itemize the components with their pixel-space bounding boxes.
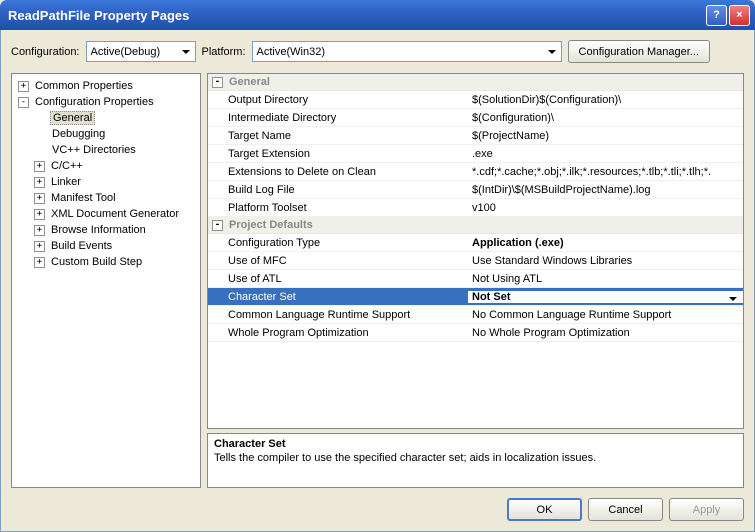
property-grid[interactable]: -General Output Directory$(SolutionDir)$… <box>207 73 744 429</box>
tree-common-properties[interactable]: +Common Properties <box>14 78 198 94</box>
description-title: Character Set <box>214 438 737 450</box>
config-manager-button[interactable]: Configuration Manager... <box>568 40 710 63</box>
help-button[interactable]: ? <box>706 5 727 26</box>
expand-icon[interactable]: + <box>34 193 45 204</box>
platform-label: Platform: <box>202 46 246 58</box>
prop-target-extension[interactable]: Target Extension.exe <box>208 145 743 163</box>
apply-button: Apply <box>669 498 744 521</box>
expand-icon[interactable]: + <box>34 161 45 172</box>
tree-ccpp[interactable]: +C/C++ <box>14 158 198 174</box>
section-general[interactable]: -General <box>208 74 743 91</box>
prop-extensions-delete[interactable]: Extensions to Delete on Clean*.cdf;*.cac… <box>208 163 743 181</box>
close-button[interactable]: × <box>729 5 750 26</box>
tree-general[interactable]: General <box>14 110 198 126</box>
window-title: ReadPathFile Property Pages <box>5 8 704 23</box>
platform-combo[interactable]: Active(Win32) <box>252 41 562 62</box>
prop-config-type[interactable]: Configuration TypeApplication (.exe) <box>208 234 743 252</box>
ok-button[interactable]: OK <box>507 498 582 521</box>
expand-icon[interactable]: + <box>34 225 45 236</box>
config-row: Configuration: Active(Debug) Platform: A… <box>11 40 744 63</box>
prop-mfc[interactable]: Use of MFCUse Standard Windows Libraries <box>208 252 743 270</box>
nav-tree[interactable]: +Common Properties -Configuration Proper… <box>11 73 201 488</box>
tree-linker[interactable]: +Linker <box>14 174 198 190</box>
prop-target-name[interactable]: Target Name$(ProjectName) <box>208 127 743 145</box>
expand-icon[interactable]: + <box>18 81 29 92</box>
tree-debugging[interactable]: Debugging <box>14 126 198 142</box>
prop-character-set[interactable]: Character SetNot Set <box>208 288 743 306</box>
tree-xml[interactable]: +XML Document Generator <box>14 206 198 222</box>
tree-custom[interactable]: +Custom Build Step <box>14 254 198 270</box>
titlebar: ReadPathFile Property Pages ? × <box>0 0 755 30</box>
description-panel: Character Set Tells the compiler to use … <box>207 433 744 488</box>
prop-atl[interactable]: Use of ATLNot Using ATL <box>208 270 743 288</box>
prop-build-log[interactable]: Build Log File$(IntDir)\$(MSBuildProject… <box>208 181 743 199</box>
expand-icon[interactable]: + <box>34 257 45 268</box>
config-combo[interactable]: Active(Debug) <box>86 41 196 62</box>
prop-wpo[interactable]: Whole Program OptimizationNo Whole Progr… <box>208 324 743 342</box>
expand-icon[interactable]: + <box>34 177 45 188</box>
tree-vcdirs[interactable]: VC++ Directories <box>14 142 198 158</box>
config-label: Configuration: <box>11 46 80 58</box>
prop-output-directory[interactable]: Output Directory$(SolutionDir)$(Configur… <box>208 91 743 109</box>
collapse-icon[interactable]: - <box>212 77 223 88</box>
collapse-icon[interactable]: - <box>18 97 29 108</box>
description-text: Tells the compiler to use the specified … <box>214 452 737 464</box>
expand-icon[interactable]: + <box>34 241 45 252</box>
section-defaults[interactable]: -Project Defaults <box>208 217 743 234</box>
tree-config-properties[interactable]: -Configuration Properties <box>14 94 198 110</box>
tree-browse[interactable]: +Browse Information <box>14 222 198 238</box>
cancel-button[interactable]: Cancel <box>588 498 663 521</box>
prop-clr[interactable]: Common Language Runtime SupportNo Common… <box>208 306 743 324</box>
collapse-icon[interactable]: - <box>212 220 223 231</box>
prop-platform-toolset[interactable]: Platform Toolsetv100 <box>208 199 743 217</box>
tree-manifest[interactable]: +Manifest Tool <box>14 190 198 206</box>
prop-intermediate-directory[interactable]: Intermediate Directory$(Configuration)\ <box>208 109 743 127</box>
button-row: OK Cancel Apply <box>11 498 744 521</box>
expand-icon[interactable]: + <box>34 209 45 220</box>
tree-build[interactable]: +Build Events <box>14 238 198 254</box>
